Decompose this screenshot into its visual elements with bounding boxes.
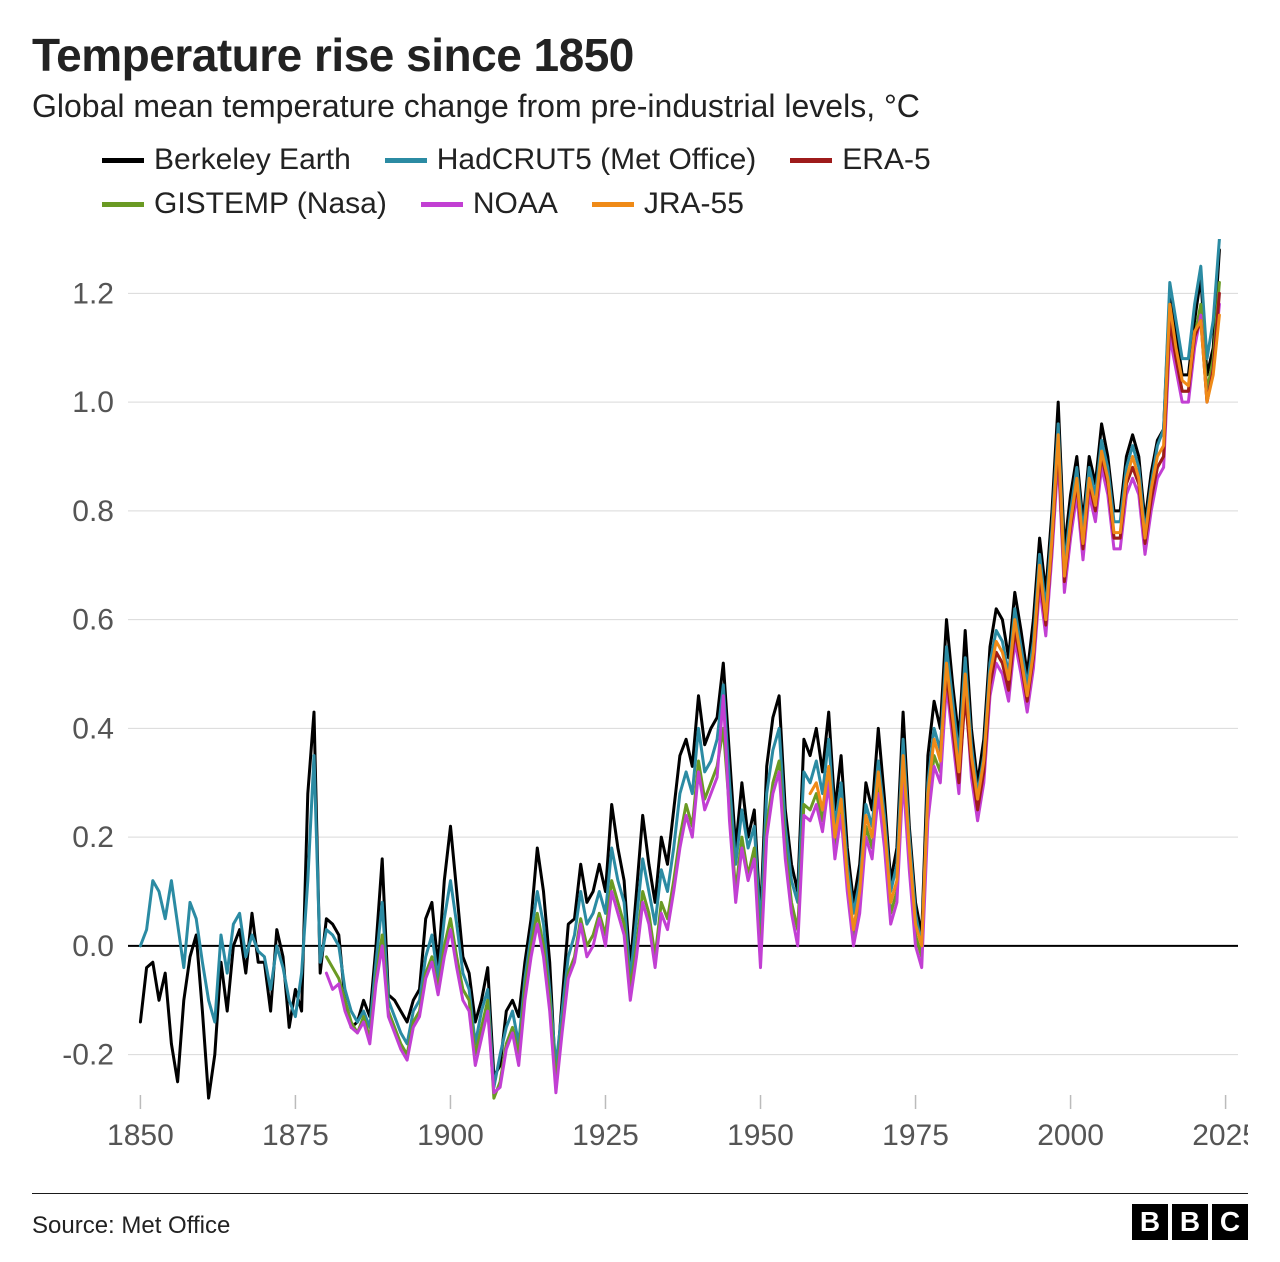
y-tick-label: 0.2 — [72, 821, 114, 854]
x-tick-label: 1875 — [262, 1119, 329, 1152]
y-tick-label: 0.4 — [72, 712, 114, 745]
legend-label: ERA-5 — [842, 143, 930, 177]
legend-item: JRA-55 — [592, 187, 744, 221]
y-tick-label: 1.0 — [72, 386, 114, 419]
y-tick-label: 0.0 — [72, 930, 114, 963]
source-label: Source: Met Office — [32, 1212, 230, 1240]
legend-swatch — [385, 158, 427, 163]
legend-label: JRA-55 — [644, 187, 744, 221]
y-tick-label: 0.6 — [72, 604, 114, 637]
x-tick-label: 1850 — [107, 1119, 174, 1152]
y-tick-label: 0.8 — [72, 495, 114, 528]
series-line — [326, 283, 1219, 1099]
legend-item: ERA-5 — [790, 143, 930, 177]
legend: Berkeley Earth HadCRUT5 (Met Office) ERA-5… — [102, 143, 1248, 221]
legend-swatch — [102, 158, 144, 163]
x-tick-label: 2000 — [1037, 1119, 1104, 1152]
x-tick-label: 1950 — [727, 1119, 794, 1152]
legend-item: Berkeley Earth — [102, 143, 351, 177]
legend-swatch — [592, 202, 634, 207]
series-line — [140, 239, 1219, 1087]
x-tick-label: 2025 — [1192, 1119, 1248, 1152]
legend-swatch — [790, 158, 832, 163]
gridlines — [128, 293, 1238, 1054]
x-tick-label: 1975 — [882, 1119, 949, 1152]
legend-item: GISTEMP (Nasa) — [102, 187, 387, 221]
chart-title: Temperature rise since 1850 — [32, 28, 1248, 82]
legend-label: NOAA — [473, 187, 558, 221]
legend-swatch — [421, 202, 463, 207]
logo-letter: B — [1172, 1204, 1208, 1240]
legend-item: HadCRUT5 (Met Office) — [385, 143, 757, 177]
series-line — [940, 293, 1219, 810]
y-tick-label: -0.2 — [62, 1039, 114, 1072]
legend-label: HadCRUT5 (Met Office) — [437, 143, 757, 177]
x-tick-label: 1900 — [417, 1119, 484, 1152]
legend-label: Berkeley Earth — [154, 143, 351, 177]
legend-item: NOAA — [421, 187, 558, 221]
y-tick-label: 1.2 — [72, 277, 114, 310]
x-tick-label: 1925 — [572, 1119, 639, 1152]
legend-swatch — [102, 202, 144, 207]
logo-letter: B — [1132, 1204, 1168, 1240]
logo-letter: C — [1212, 1204, 1248, 1240]
legend-label: GISTEMP (Nasa) — [154, 187, 387, 221]
chart-area: -0.2 0.0 0.2 0.4 0.6 0.8 1.0 1.2 1850 1875 1900 192… — [32, 239, 1248, 1159]
chart-subtitle: Global mean temperature change from pre-… — [32, 88, 1248, 125]
bbc-logo: BBC — [1132, 1204, 1248, 1240]
